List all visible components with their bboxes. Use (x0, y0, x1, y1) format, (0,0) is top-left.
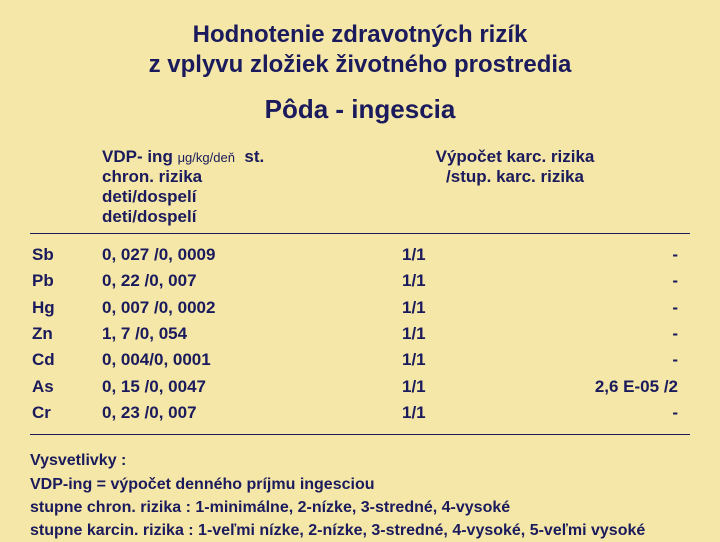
note-line-1: Vysvetlivky : (30, 449, 690, 472)
cell-element: Cd (32, 347, 102, 373)
header-karc-a: Výpočet karc. rizika (436, 147, 595, 166)
cell-stup: - (462, 268, 688, 294)
header-chron-b: deti/dospelí (102, 207, 196, 226)
cell-stup: - (462, 295, 688, 321)
cell-element: Hg (32, 295, 102, 321)
table-row: Cr 0, 23 /0, 007 1/1 - (32, 400, 688, 426)
note-line-2: VDP-ing = výpočet denného príjmu ingesci… (30, 473, 690, 496)
page-title: Hodnotenie zdravotných rizík z vplyvu zl… (30, 20, 690, 80)
title-line-1: Hodnotenie zdravotných rizík (193, 21, 528, 48)
table-row: Cd 0, 004/0, 0001 1/1 - (32, 347, 688, 373)
table-row: Zn 1, 7 /0, 054 1/1 - (32, 321, 688, 347)
cell-karc: 1/1 (342, 347, 462, 373)
header-vdp-a: VDP- ing (102, 147, 178, 166)
cell-element: Sb (32, 242, 102, 268)
header-col-element (32, 147, 102, 227)
table-body: Sb 0, 027 /0, 0009 1/1 - Pb 0, 22 /0, 00… (30, 234, 690, 434)
header-col-karc: Výpočet karc. rizika /stup. karc. rizika (342, 147, 688, 227)
cell-chron: 0, 23 /0, 007 (102, 400, 342, 426)
cell-karc: 1/1 (342, 400, 462, 426)
page-subtitle: Pôda - ingescia (30, 94, 690, 125)
cell-stup: - (462, 400, 688, 426)
cell-chron: 0, 22 /0, 007 (102, 268, 342, 294)
cell-chron: 0, 027 /0, 0009 (102, 242, 342, 268)
table-bottom-rule (30, 434, 690, 435)
title-line-2: z vplyvu zložiek životného prostredia (149, 51, 572, 78)
header-karc-b: /stup. karc. rizika (446, 167, 584, 186)
table-row: Pb 0, 22 /0, 007 1/1 - (32, 268, 688, 294)
cell-element: As (32, 374, 102, 400)
note-line-3: stupne chron. rizika : 1-minimálne, 2-ní… (30, 496, 690, 519)
cell-chron: 0, 004/0, 0001 (102, 347, 342, 373)
cell-karc: 1/1 (342, 321, 462, 347)
header-vdp-b: deti/dospelí (102, 187, 196, 206)
cell-chron: 0, 15 /0, 0047 (102, 374, 342, 400)
cell-karc: 1/1 (342, 268, 462, 294)
header-spacer (302, 147, 342, 227)
table-row: Sb 0, 027 /0, 0009 1/1 - (32, 242, 688, 268)
cell-karc: 1/1 (342, 242, 462, 268)
table-row: Hg 0, 007 /0, 0002 1/1 - (32, 295, 688, 321)
cell-stup: - (462, 242, 688, 268)
footnotes: Vysvetlivky : VDP-ing = výpočet denného … (30, 449, 690, 542)
cell-karc: 1/1 (342, 374, 462, 400)
data-table: VDP- ing μg/kg/deň st. chron. rizika det… (30, 147, 690, 435)
cell-chron: 1, 7 /0, 054 (102, 321, 342, 347)
table-header: VDP- ing μg/kg/deň st. chron. rizika det… (30, 147, 690, 233)
note-line-4: stupne karcin. rizika : 1-veľmi nízke, 2… (30, 519, 690, 542)
cell-stup: - (462, 347, 688, 373)
table-row: As 0, 15 /0, 0047 1/1 2,6 E-05 /2 (32, 374, 688, 400)
cell-karc: 1/1 (342, 295, 462, 321)
header-vdp-unit: μg/kg/deň (178, 150, 235, 165)
cell-element: Cr (32, 400, 102, 426)
header-col-vdp: VDP- ing μg/kg/deň st. chron. rizika det… (102, 147, 302, 227)
cell-element: Pb (32, 268, 102, 294)
cell-stup: 2,6 E-05 /2 (462, 374, 688, 400)
cell-chron: 0, 007 /0, 0002 (102, 295, 342, 321)
cell-stup: - (462, 321, 688, 347)
cell-element: Zn (32, 321, 102, 347)
